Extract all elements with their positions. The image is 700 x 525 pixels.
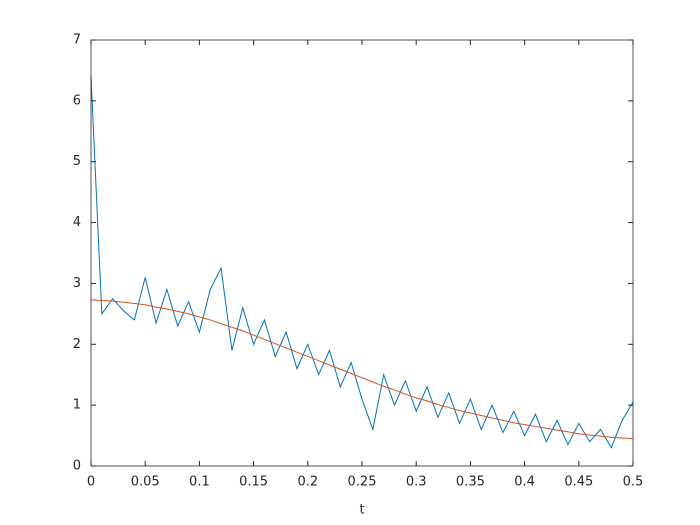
x-tick-label: 0.1 (189, 475, 210, 490)
x-tick-label: 0 (87, 475, 95, 490)
y-tick-label: 5 (73, 154, 81, 169)
data-line (90, 299, 634, 440)
y-tick-label: 7 (73, 33, 81, 48)
x-tick-label: 0.35 (456, 475, 485, 490)
x-tick-label: 0.4 (514, 475, 535, 490)
x-tick-label: 0.3 (406, 475, 427, 490)
y-tick-label: 4 (73, 215, 81, 230)
y-tick-label: 6 (73, 93, 81, 108)
x-tick-label: 0.45 (564, 475, 593, 490)
x-tick-label: 0.2 (297, 475, 318, 490)
x-tick-label: 0.25 (348, 475, 377, 490)
x-tick-label: 0.5 (623, 475, 644, 490)
y-tick-label: 2 (73, 337, 81, 352)
y-tick-label: 0 (73, 459, 81, 474)
x-tick-label: 0.15 (239, 475, 268, 490)
plot-area (91, 40, 633, 466)
y-tick-label: 3 (73, 276, 81, 291)
data-line (90, 76, 634, 449)
x-tick-label: 0.05 (131, 475, 160, 490)
y-tick-label: 1 (73, 398, 81, 413)
x-axis-label: t (359, 503, 364, 518)
